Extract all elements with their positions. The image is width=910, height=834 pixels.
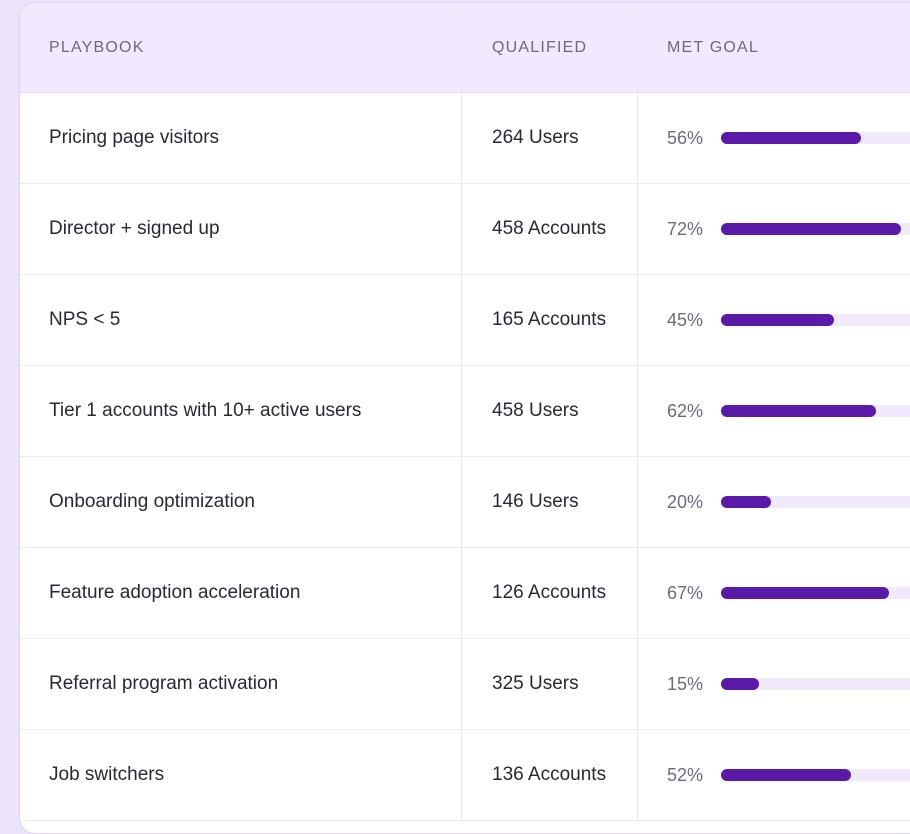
progress-fill: [721, 314, 834, 326]
playbook-name: NPS < 5: [49, 309, 121, 330]
qualified-count: 146 Users: [492, 491, 579, 512]
playbook-name: Referral program activation: [49, 673, 279, 694]
playbook-name: Job switchers: [49, 764, 165, 785]
progress-track: [721, 587, 910, 599]
column-header-label: QUALIFIED: [492, 38, 588, 56]
table-header: PLAYBOOK QUALIFIED MET GOAL: [20, 3, 910, 93]
playbook-cell: Tier 1 accounts with 10+ active users: [20, 366, 462, 456]
met-goal-cell: 15%: [638, 639, 910, 729]
qualified-cell: 458 Users: [462, 366, 638, 456]
progress-fill: [721, 405, 876, 417]
playbook-cell: Director + signed up: [20, 184, 462, 274]
playbook-cell: Job switchers: [20, 730, 462, 820]
playbook-cell: NPS < 5: [20, 275, 462, 365]
table-row[interactable]: NPS < 5 165 Accounts 45%: [20, 275, 910, 366]
progress-track: [721, 405, 910, 417]
qualified-count: 136 Accounts: [492, 764, 607, 785]
table-row[interactable]: Tier 1 accounts with 10+ active users 45…: [20, 366, 910, 457]
qualified-cell: 165 Accounts: [462, 275, 638, 365]
column-header-met-goal: MET GOAL: [638, 3, 910, 92]
met-goal-cell: 62%: [638, 366, 910, 456]
met-goal-percent: 56%: [667, 127, 704, 148]
playbook-name: Pricing page visitors: [49, 127, 220, 148]
met-goal-cell: 72%: [638, 184, 910, 274]
table-row[interactable]: Pricing page visitors 264 Users 56%: [20, 93, 910, 184]
met-goal-cell: 45%: [638, 275, 910, 365]
progress-fill: [721, 769, 851, 781]
playbook-cell: Referral program activation: [20, 639, 462, 729]
progress-track: [721, 678, 910, 690]
met-goal-percent: 45%: [667, 309, 704, 330]
playbook-table: PLAYBOOK QUALIFIED MET GOAL Pricing page…: [19, 2, 910, 834]
progress-fill: [721, 132, 861, 144]
column-header-playbook: PLAYBOOK: [20, 3, 462, 92]
met-goal-cell: 67%: [638, 548, 910, 638]
table-row[interactable]: Onboarding optimization 146 Users 20%: [20, 457, 910, 548]
playbook-name: Feature adoption acceleration: [49, 582, 301, 603]
met-goal-percent: 67%: [667, 582, 704, 603]
qualified-count: 126 Accounts: [492, 582, 607, 603]
met-goal-cell: 20%: [638, 457, 910, 547]
progress-track: [721, 132, 910, 144]
met-goal-percent: 72%: [667, 218, 704, 239]
table-row[interactable]: Referral program activation 325 Users 15…: [20, 639, 910, 730]
qualified-count: 458 Accounts: [492, 218, 607, 239]
progress-track: [721, 223, 910, 235]
table-row[interactable]: Director + signed up 458 Accounts 72%: [20, 184, 910, 275]
progress-fill: [721, 223, 901, 235]
table-row[interactable]: Job switchers 136 Accounts 52%: [20, 730, 910, 821]
playbook-cell: Onboarding optimization: [20, 457, 462, 547]
qualified-count: 264 Users: [492, 127, 579, 148]
qualified-cell: 146 Users: [462, 457, 638, 547]
met-goal-cell: 52%: [638, 730, 910, 820]
progress-fill: [721, 496, 771, 508]
met-goal-percent: 52%: [667, 764, 704, 785]
progress-track: [721, 496, 910, 508]
playbook-name: Onboarding optimization: [49, 491, 255, 512]
qualified-cell: 126 Accounts: [462, 548, 638, 638]
qualified-cell: 136 Accounts: [462, 730, 638, 820]
table-row[interactable]: Feature adoption acceleration 126 Accoun…: [20, 548, 910, 639]
qualified-cell: 264 Users: [462, 93, 638, 183]
column-header-label: PLAYBOOK: [49, 38, 145, 56]
met-goal-percent: 20%: [667, 491, 704, 512]
column-header-qualified: QUALIFIED: [462, 3, 638, 92]
met-goal-percent: 62%: [667, 400, 704, 421]
qualified-cell: 325 Users: [462, 639, 638, 729]
progress-track: [721, 314, 910, 326]
playbook-name: Tier 1 accounts with 10+ active users: [49, 400, 362, 421]
playbook-cell: Pricing page visitors: [20, 93, 462, 183]
progress-track: [721, 769, 910, 781]
playbook-name: Director + signed up: [49, 218, 220, 239]
qualified-count: 165 Accounts: [492, 309, 607, 330]
progress-fill: [721, 678, 759, 690]
qualified-cell: 458 Accounts: [462, 184, 638, 274]
qualified-count: 458 Users: [492, 400, 579, 421]
qualified-count: 325 Users: [492, 673, 579, 694]
column-header-label: MET GOAL: [667, 38, 759, 56]
playbook-cell: Feature adoption acceleration: [20, 548, 462, 638]
progress-fill: [721, 587, 889, 599]
met-goal-percent: 15%: [667, 673, 704, 694]
met-goal-cell: 56%: [638, 93, 910, 183]
